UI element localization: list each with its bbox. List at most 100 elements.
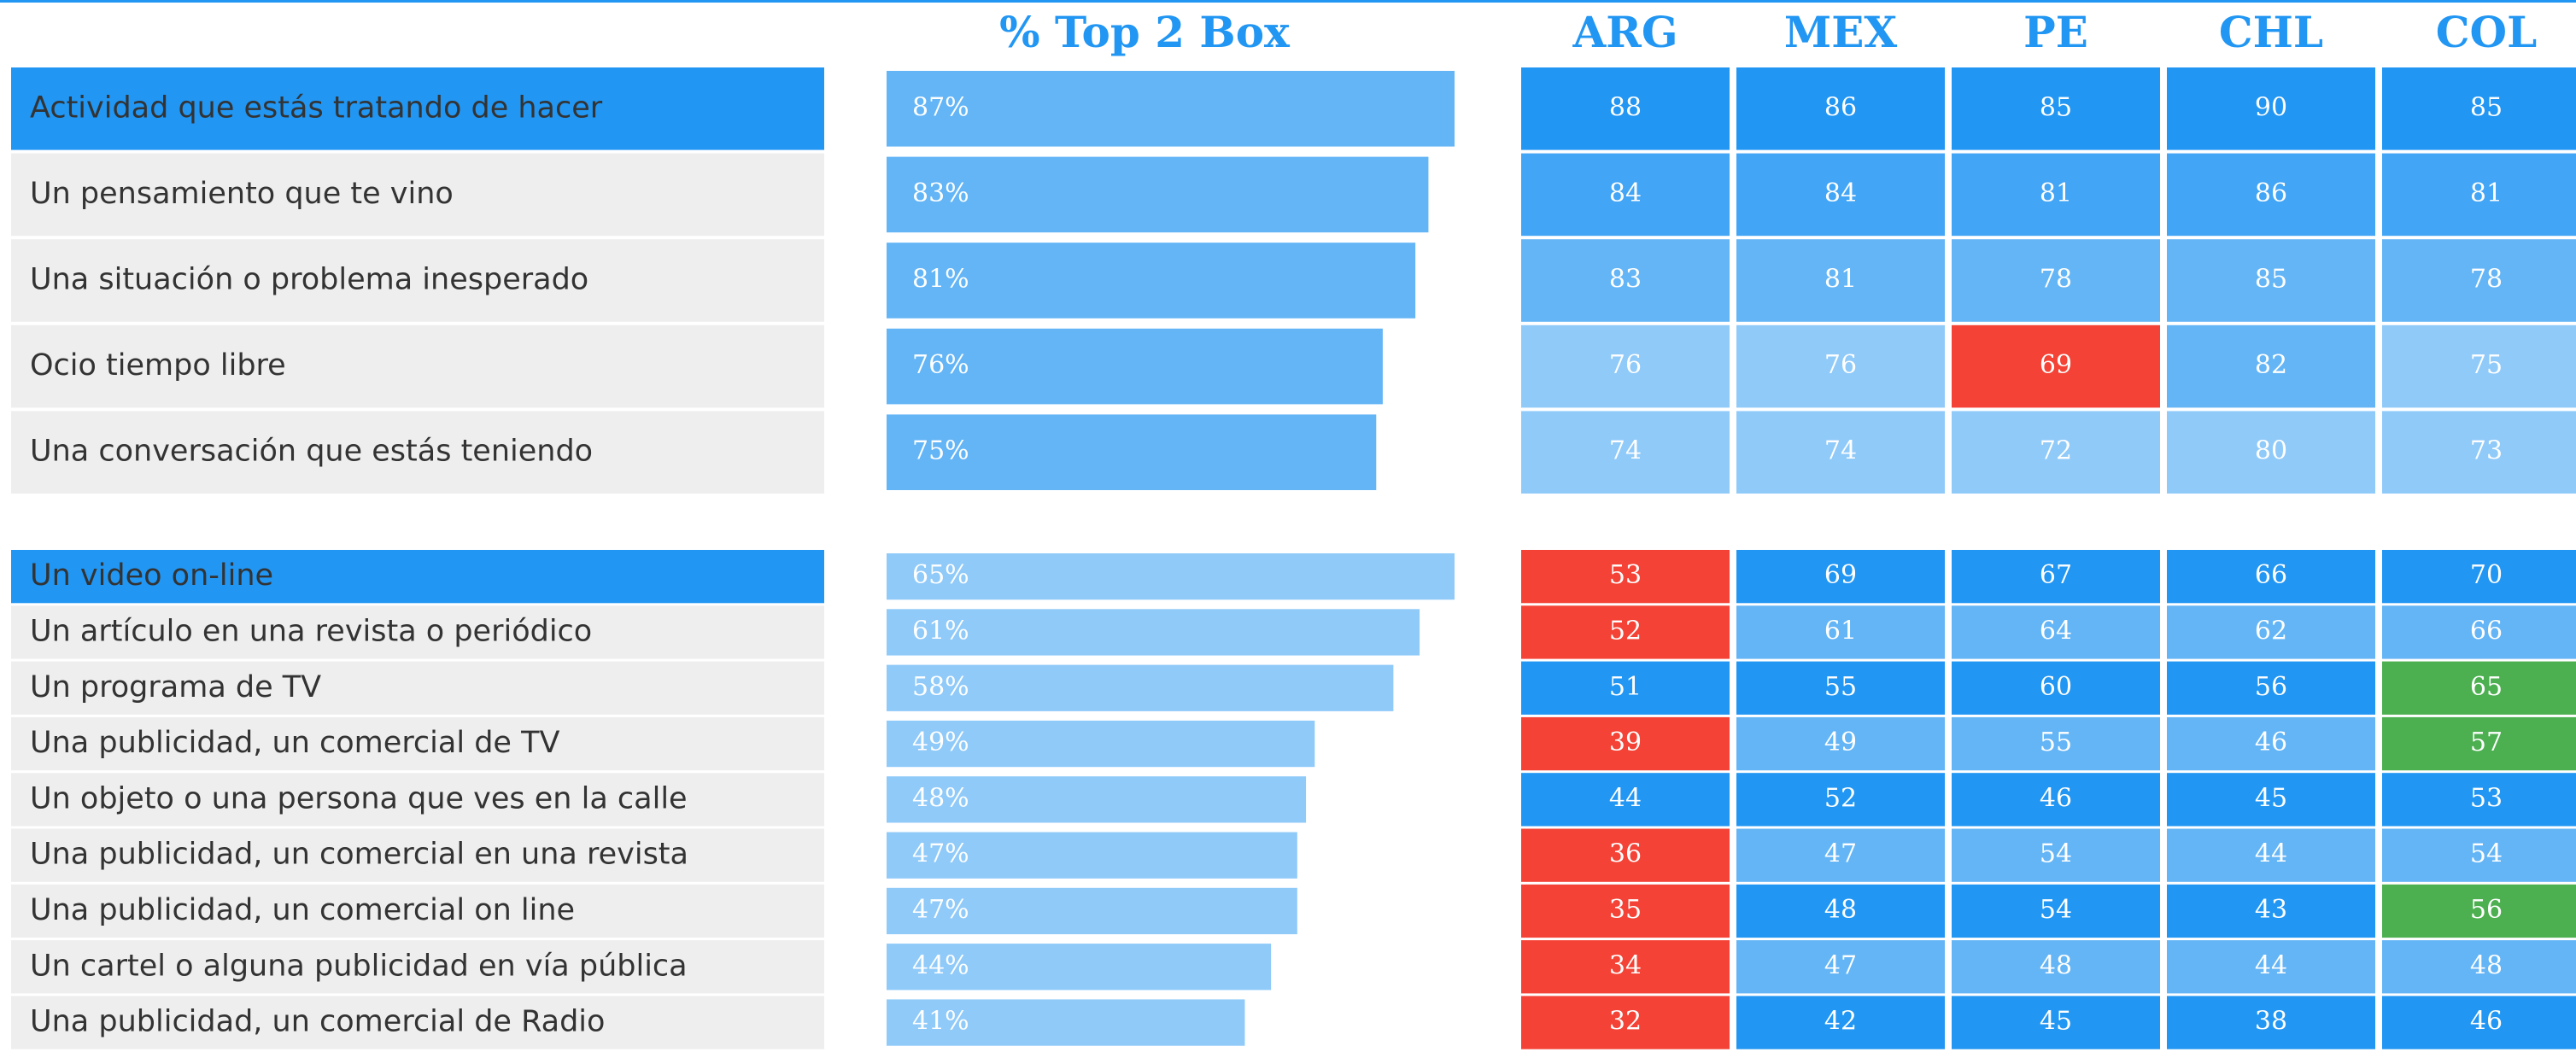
row-label: Un cartel o alguna publicidad en vía púb… [30, 949, 688, 983]
row-label: Una publicidad, un comercial de Radio [30, 1005, 605, 1039]
bar-label: 76% [912, 350, 969, 380]
label-cell [11, 661, 824, 715]
bar-label: 47% [912, 839, 969, 869]
score-cell [1521, 828, 1730, 882]
bar-label: 75% [912, 436, 969, 466]
score-value: 45 [2040, 1007, 2072, 1037]
score-value: 51 [1609, 672, 1642, 702]
score-value: 75 [2470, 350, 2503, 380]
bar-label: 48% [912, 783, 969, 813]
score-value: 83 [1609, 265, 1642, 295]
score-cell [1952, 828, 2160, 882]
top-rule [0, 0, 2576, 3]
score-value: 39 [1609, 728, 1642, 757]
score-cell [1952, 773, 2160, 827]
score-cell [2382, 884, 2576, 938]
row-label: Una conversación que estás teniendo [30, 435, 593, 469]
label-cell [11, 411, 824, 494]
score-value: 35 [1609, 895, 1642, 925]
score-value: 48 [1824, 895, 1857, 925]
score-value: 76 [1609, 350, 1642, 380]
score-value: 32 [1609, 1007, 1642, 1037]
bar [887, 156, 1429, 233]
score-value: 81 [1824, 265, 1857, 295]
score-value: 42 [1824, 1007, 1857, 1037]
score-cell [2167, 239, 2375, 322]
bar [887, 414, 1377, 490]
score-cell [1521, 411, 1730, 494]
score-value: 65 [2470, 672, 2503, 702]
score-cell [2382, 239, 2576, 322]
score-value: 82 [2255, 350, 2287, 380]
score-cell [1736, 773, 1945, 827]
score-cell [2167, 716, 2375, 771]
score-cell [1521, 940, 1730, 994]
score-cell [2167, 773, 2375, 827]
row-label: Un pensamiento que te vino [30, 177, 454, 211]
score-cell [1736, 828, 1945, 882]
label-cell [11, 550, 824, 604]
label-cell [11, 239, 824, 322]
score-cell [1952, 153, 2160, 237]
score-value: 78 [2470, 265, 2503, 295]
score-cell [1521, 324, 1730, 408]
score-value: 55 [2040, 728, 2072, 757]
score-value: 86 [1824, 92, 1857, 122]
bar-label: 47% [912, 895, 969, 925]
score-cell [1952, 67, 2160, 150]
score-value: 62 [2255, 616, 2287, 646]
score-cell [2167, 884, 2375, 938]
score-value: 54 [2040, 895, 2072, 925]
country-header: CHL [2219, 7, 2323, 57]
score-cell [1521, 661, 1730, 715]
label-cell [11, 324, 824, 408]
score-cell [2382, 828, 2576, 882]
score-cell [2167, 828, 2375, 882]
bar [887, 609, 1420, 656]
row-label: Un video on-line [30, 558, 273, 593]
row-label: Ocio tiempo libre [30, 348, 286, 383]
score-cell [2382, 996, 2576, 1049]
bar-column-title: % Top 2 Box [999, 7, 1291, 57]
score-value: 61 [1824, 616, 1857, 646]
bar [887, 720, 1315, 768]
score-value: 48 [2470, 950, 2503, 980]
score-value: 90 [2255, 92, 2287, 122]
score-cell [1521, 716, 1730, 771]
bar-label: 58% [912, 672, 969, 702]
row-label: Una publicidad, un comercial on line [30, 893, 575, 927]
bar [887, 944, 1272, 991]
score-cell [1736, 996, 1945, 1049]
row-label: Una publicidad, un comercial de TV [30, 726, 559, 760]
score-cell [1521, 550, 1730, 604]
score-cell [2382, 324, 2576, 408]
score-cell [2382, 153, 2576, 237]
score-cell [1521, 773, 1730, 827]
score-value: 46 [2040, 783, 2072, 813]
score-value: 56 [2255, 672, 2287, 702]
score-cell [2382, 661, 2576, 715]
row-label: Un programa de TV [30, 670, 321, 704]
score-value: 52 [1609, 616, 1642, 646]
score-cell [1736, 411, 1945, 494]
score-cell [1736, 884, 1945, 938]
score-cell [2167, 153, 2375, 237]
score-value: 66 [2470, 616, 2503, 646]
label-cell [11, 940, 824, 994]
score-value: 80 [2255, 436, 2287, 466]
bar [887, 664, 1394, 711]
score-cell [1952, 239, 2160, 322]
score-cell [2382, 67, 2576, 150]
row-label: Una situación o problema inesperado [30, 263, 588, 297]
score-value: 36 [1609, 839, 1642, 869]
score-value: 45 [2255, 783, 2287, 813]
score-cell [1952, 716, 2160, 771]
score-cell [2167, 67, 2375, 150]
score-cell [1952, 550, 2160, 604]
score-value: 66 [2255, 560, 2287, 590]
row-label: Un artículo en una revista o periódico [30, 614, 592, 648]
score-cell [1521, 996, 1730, 1049]
score-value: 69 [2040, 350, 2072, 380]
score-value: 81 [2470, 178, 2503, 208]
